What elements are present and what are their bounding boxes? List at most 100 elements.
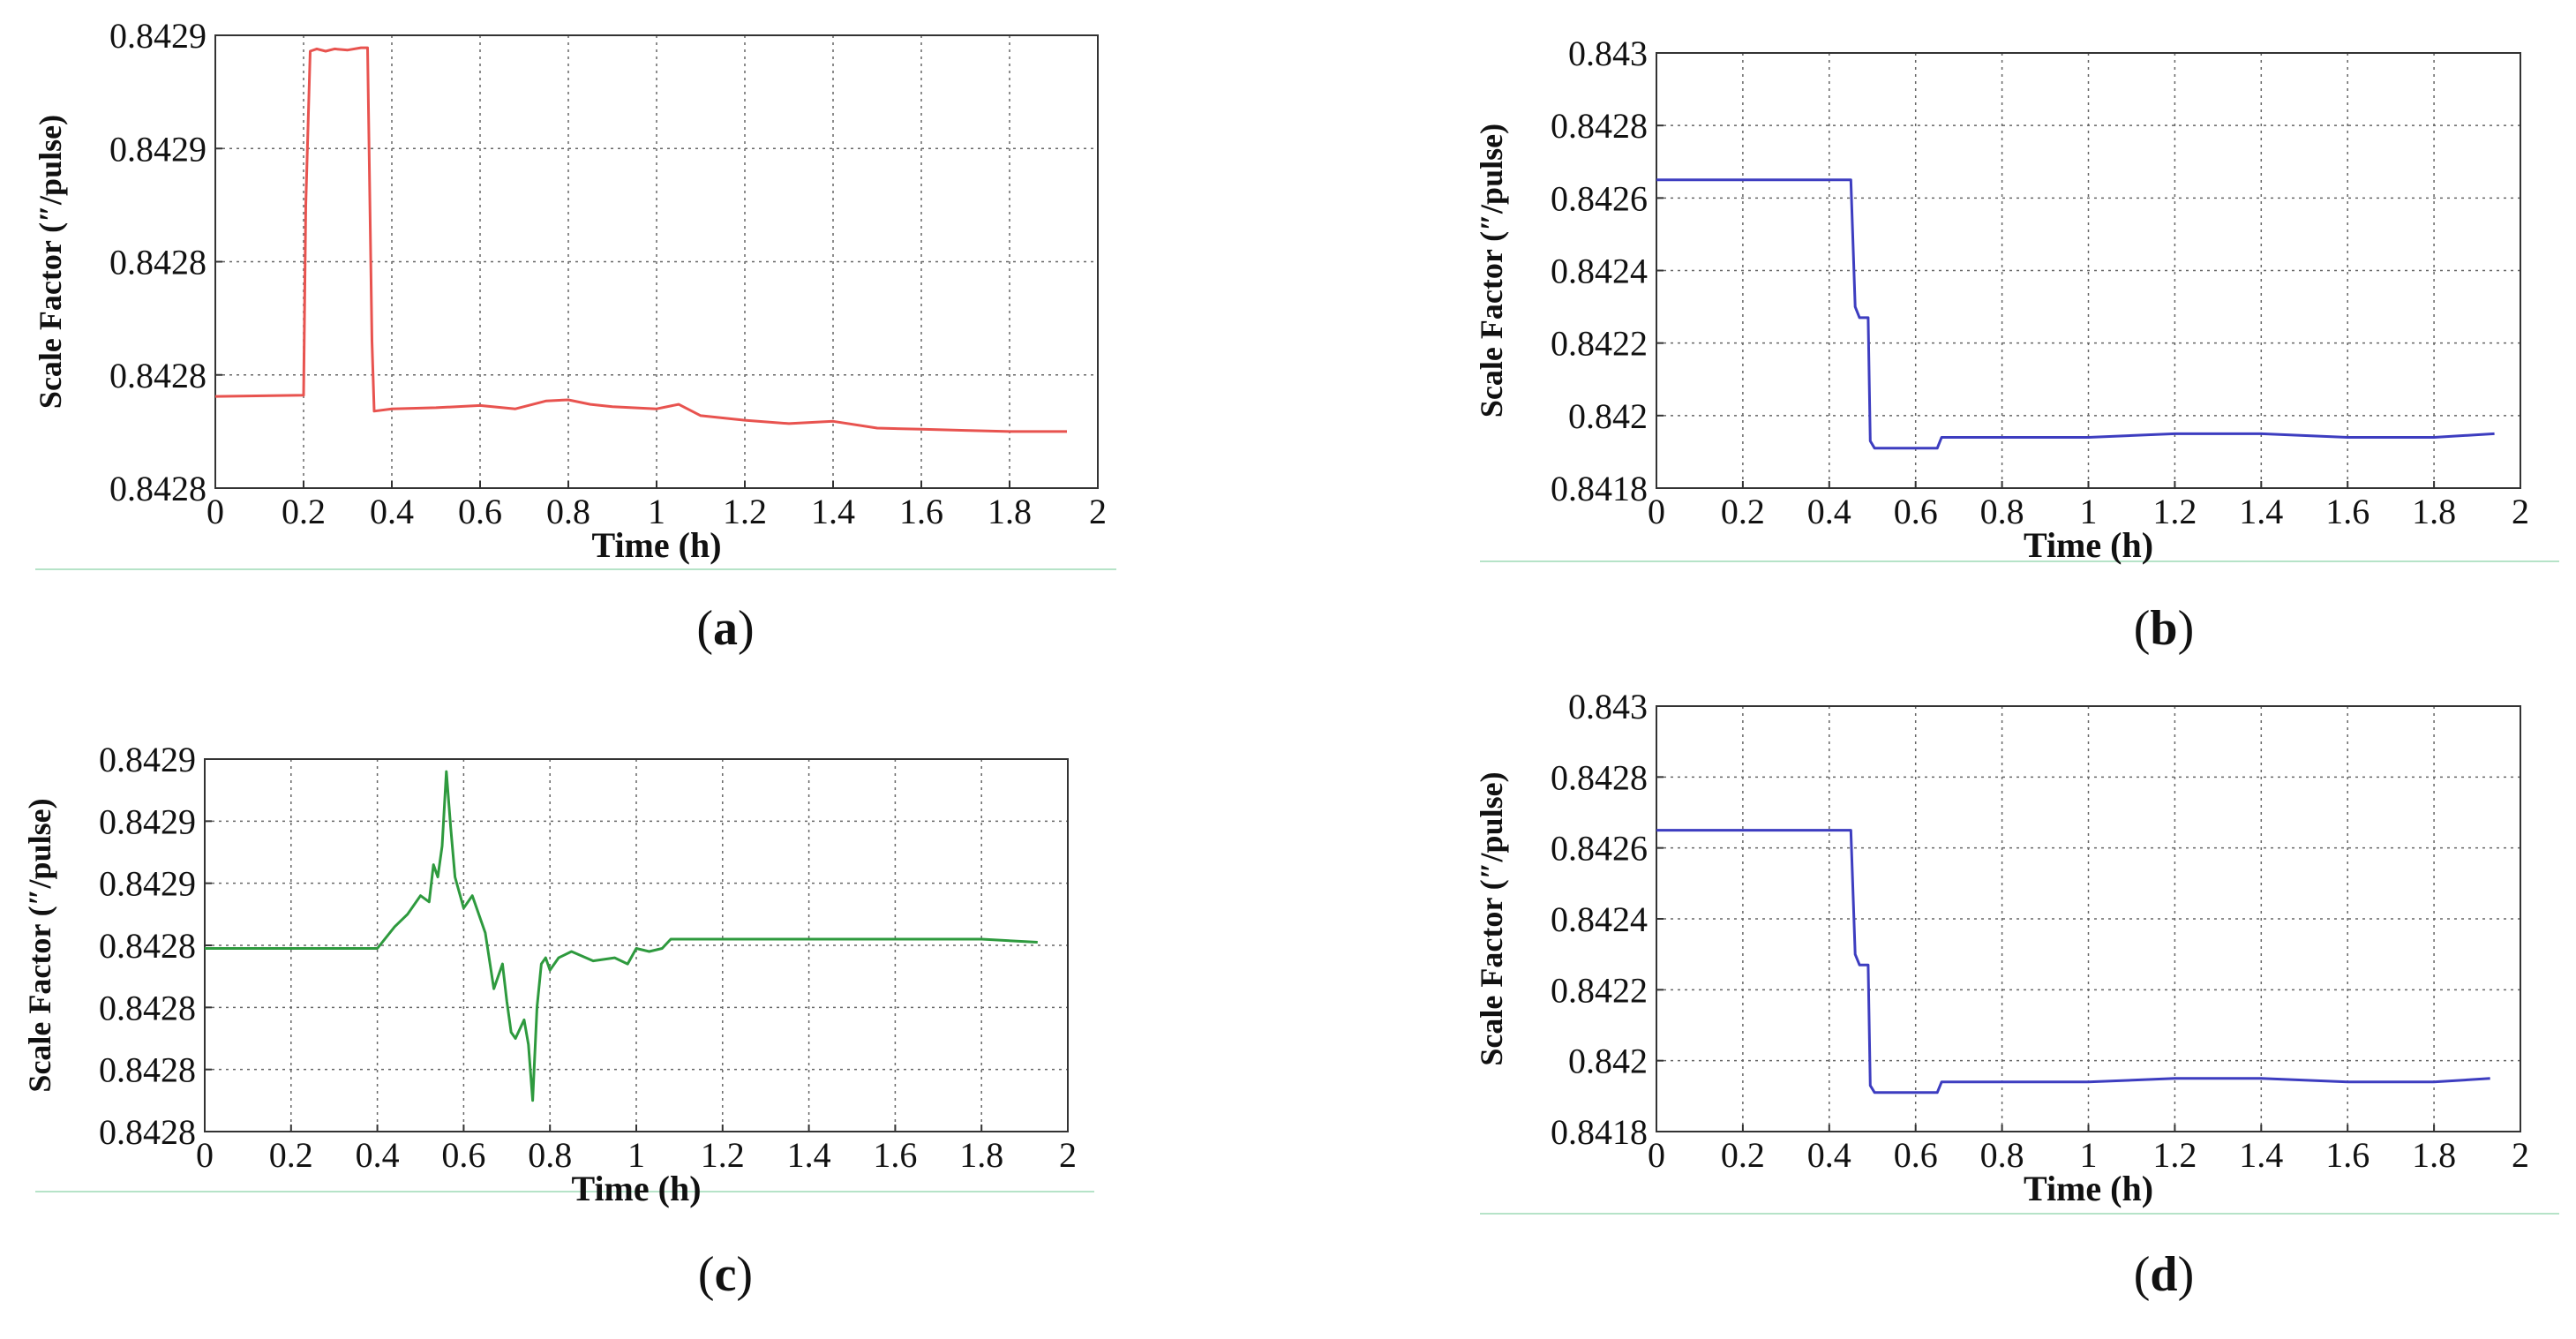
x-tick-label: 0.4 — [370, 492, 414, 531]
x-tick-label: 1 — [2080, 1135, 2098, 1175]
y-tick-label: 0.8418 — [1551, 1112, 1648, 1152]
x-tick-label: 1.6 — [873, 1135, 917, 1175]
x-tick-label: 1.6 — [899, 492, 943, 531]
x-tick-label: 1.2 — [723, 492, 767, 531]
x-tick-label: 1.2 — [701, 1135, 745, 1175]
caption-letter: a — [713, 601, 738, 656]
y-axis-label: Scale Factor (″/pulse) — [1474, 771, 1509, 1065]
x-axis-label: Time (h) — [591, 525, 721, 565]
y-tick-label: 0.8426 — [1551, 178, 1648, 218]
series-line-a — [214, 46, 1067, 433]
caption-letter: d — [2150, 1247, 2177, 1302]
caption-close-paren: ) — [2178, 1247, 2195, 1302]
x-tick-label: 0.4 — [1807, 492, 1851, 531]
y-tick-label: 0.8428 — [109, 243, 207, 282]
x-tick-label: 1 — [648, 492, 665, 531]
x-tick-label: 1.2 — [2152, 492, 2197, 531]
x-tick-label: 1.2 — [2152, 1135, 2197, 1175]
x-axis-label: Time (h) — [571, 1169, 701, 1208]
x-tick-label: 1 — [627, 1135, 645, 1175]
y-tick-label: 0.8426 — [1551, 829, 1648, 869]
x-tick-label: 0.8 — [1980, 492, 2024, 531]
x-tick-label: 0.6 — [458, 492, 502, 531]
x-tick-label: 0.6 — [1894, 492, 1938, 531]
x-tick-label: 0.8 — [546, 492, 590, 531]
x-tick-label: 0.6 — [441, 1135, 485, 1175]
x-tick-label: 0.2 — [269, 1135, 313, 1175]
caption-open-paren: ( — [2134, 601, 2151, 656]
y-tick-label: 0.8428 — [99, 1050, 196, 1090]
chart-panel-d: 0 0.2 0.4 0.6 0.8 1 1.2 1.4 1.6 1.8 2 0.8418 0.842 0.… — [1474, 687, 2559, 1302]
y-axis-label: Scale Factor (″/pulse) — [1474, 124, 1509, 417]
caption-open-paren: ( — [698, 1247, 715, 1302]
x-tick-label: 1.4 — [2239, 1135, 2283, 1175]
y-tick-label: 0.8429 — [99, 740, 196, 779]
x-tick-label: 0 — [1648, 492, 1665, 531]
chart-panel-a: 0 0.2 0.4 0.6 0.8 1 1.2 1.4 1.6 1.8 2 0.8428 0.8428 0… — [33, 16, 1116, 656]
series-line-b — [1656, 178, 2495, 450]
y-tick-label: 0.8429 — [109, 129, 207, 169]
x-tick-label: 0.4 — [356, 1135, 400, 1175]
y-tick-label: 0.8422 — [1551, 324, 1648, 364]
x-tick-label: 1.4 — [2239, 492, 2283, 531]
y-tick-label: 0.843 — [1568, 34, 1648, 73]
series-line-c — [205, 770, 1038, 1102]
chart-panel-b: 0 0.2 0.4 0.6 0.8 1 1.2 1.4 1.6 1.8 2 0.8418 0.842 0.… — [1474, 34, 2559, 656]
x-tick-label: 0.2 — [282, 492, 326, 531]
x-tick-label: 0.8 — [1980, 1135, 2024, 1175]
caption-open-paren: ( — [2134, 1247, 2151, 1302]
x-tick-label: 1.8 — [988, 492, 1032, 531]
y-tick-label: 0.8418 — [1551, 469, 1648, 508]
x-tick-label: 0.4 — [1807, 1135, 1851, 1175]
x-tick-label: 2 — [2512, 492, 2529, 531]
y-tick-label: 0.842 — [1568, 396, 1648, 436]
caption-letter: c — [715, 1247, 737, 1302]
y-axis-label: Scale Factor (″/pulse) — [33, 115, 68, 409]
x-tick-label: 0.8 — [528, 1135, 572, 1175]
x-tick-label: 0 — [196, 1135, 214, 1175]
caption-close-paren: ) — [736, 1247, 753, 1302]
x-tick-label: 0 — [1648, 1135, 1665, 1175]
caption-open-paren: ( — [696, 601, 713, 656]
panel-caption-d: (d) — [2134, 1247, 2194, 1302]
series-line-d — [1656, 829, 2490, 1095]
x-tick-label: 1.6 — [2325, 492, 2369, 531]
x-tick-label: 0.2 — [1721, 492, 1765, 531]
y-tick-label: 0.8424 — [1551, 899, 1648, 939]
y-tick-label: 0.8428 — [109, 356, 207, 395]
y-tick-label: 0.8429 — [99, 864, 196, 904]
y-tick-label: 0.8428 — [1551, 106, 1648, 146]
x-axis-label: Time (h) — [2024, 525, 2153, 565]
y-tick-label: 0.8422 — [1551, 970, 1648, 1010]
x-tick-label: 2 — [1059, 1135, 1077, 1175]
x-tick-label: 2 — [1089, 492, 1107, 531]
x-tick-label: 0 — [207, 492, 224, 531]
y-tick-label: 0.843 — [1568, 687, 1648, 726]
y-tick-label: 0.8428 — [99, 1112, 196, 1152]
y-tick-label: 0.842 — [1568, 1042, 1648, 1081]
caption-letter: b — [2150, 601, 2177, 656]
y-tick-label: 0.8428 — [109, 469, 207, 508]
caption-close-paren: ) — [2178, 601, 2195, 656]
x-tick-label: 0.2 — [1721, 1135, 1765, 1175]
x-axis-label: Time (h) — [2024, 1169, 2153, 1208]
y-tick-label: 0.8428 — [1551, 757, 1648, 797]
y-tick-label: 0.8429 — [109, 16, 207, 56]
caption-close-paren: ) — [738, 601, 755, 656]
x-tick-label: 1.8 — [2412, 1135, 2456, 1175]
panel-caption-c: (c) — [698, 1247, 753, 1302]
x-tick-label: 1.4 — [787, 1135, 831, 1175]
panel-caption-a: (a) — [696, 601, 754, 656]
y-axis-label: Scale Factor (″/pulse) — [22, 798, 57, 1092]
x-tick-label: 1.6 — [2325, 1135, 2369, 1175]
x-tick-label: 2 — [2512, 1135, 2529, 1175]
panel-caption-b: (b) — [2134, 601, 2194, 656]
chart-panel-c: 0 0.2 0.4 0.6 0.8 1 1.2 1.4 1.6 1.8 2 0.8428 0.8428 0… — [22, 740, 1094, 1302]
y-tick-label: 0.8424 — [1551, 252, 1648, 291]
y-tick-label: 0.8428 — [99, 926, 196, 966]
x-tick-label: 1.4 — [811, 492, 855, 531]
y-tick-label: 0.8429 — [99, 801, 196, 841]
x-tick-label: 1.8 — [959, 1135, 1003, 1175]
x-tick-label: 0.6 — [1894, 1135, 1938, 1175]
